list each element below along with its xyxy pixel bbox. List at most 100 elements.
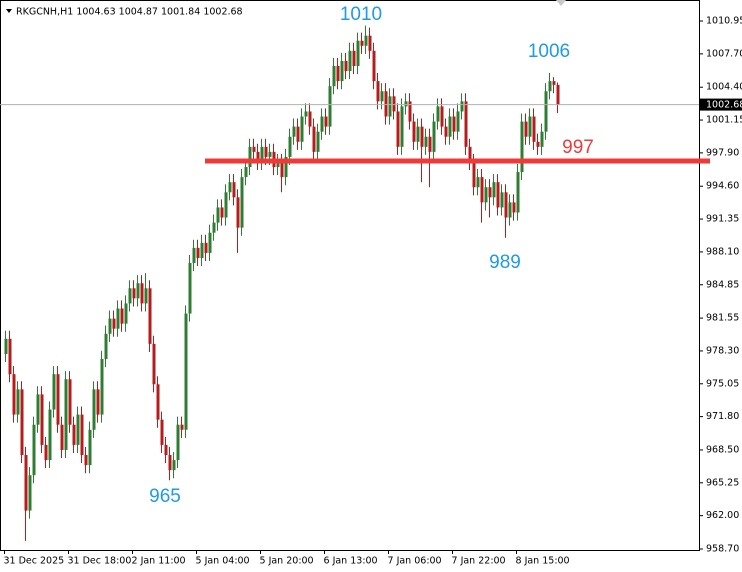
candle-body [304, 111, 308, 117]
y-tick-label: 958.70 [706, 543, 739, 554]
last-price-box [700, 98, 742, 111]
candle-body [4, 338, 8, 354]
candle-body [404, 101, 408, 107]
y-tick-label: 978.30 [706, 345, 739, 356]
candle-body [196, 247, 200, 258]
candle-body [216, 207, 220, 223]
candle-body [316, 131, 320, 152]
candle-body [40, 394, 44, 445]
y-tick-label: 1004.40 [706, 82, 742, 93]
candle-body [328, 86, 332, 127]
header-arrow [6, 9, 12, 13]
candle-body [308, 111, 312, 127]
candle-body [416, 126, 420, 142]
candle-body [440, 106, 444, 127]
x-tick-label: 7 Jan 22:00 [452, 556, 506, 567]
candle-body [364, 35, 368, 46]
candle-body [128, 288, 132, 304]
candle-body [44, 444, 48, 461]
candle-body [312, 126, 316, 152]
candle-body [460, 101, 464, 112]
candle-body [348, 50, 352, 72]
candle-body [472, 161, 476, 188]
candle-body [336, 65, 340, 82]
candle-body [280, 161, 284, 178]
candle-body [544, 91, 548, 132]
y-tick-label: 997.90 [706, 147, 739, 158]
candle-body [288, 136, 292, 157]
candle-body [392, 96, 396, 112]
candle-body [292, 126, 296, 137]
candle-body [468, 146, 472, 162]
candle-body [524, 121, 528, 137]
x-tick-label: 6 Jan 13:00 [324, 556, 378, 567]
candle-body [492, 182, 496, 198]
candle-body [28, 475, 32, 511]
x-tick-label: 7 Jan 06:00 [388, 556, 442, 567]
candle-body [68, 379, 72, 425]
candle-body [112, 318, 116, 329]
candle-body [92, 389, 96, 430]
candle-body [264, 146, 268, 157]
chart-header: RKGCNH,H1 1004.63 1004.87 1001.84 1002.6… [16, 6, 243, 17]
candle-body [84, 455, 88, 466]
candle-body [320, 116, 324, 132]
candle-body [120, 308, 124, 324]
y-tick-label: 1001.15 [706, 115, 742, 126]
candle-body [296, 126, 300, 142]
annotation: 989 [489, 252, 521, 273]
candle-body [12, 374, 16, 415]
y-tick-label: 965.25 [706, 477, 739, 488]
candle-body [144, 288, 148, 304]
candle-body [244, 167, 248, 178]
candle-body [188, 263, 192, 314]
candle-body [8, 338, 12, 375]
candle-body [376, 81, 380, 102]
candle-body [160, 419, 164, 445]
annotation: 997 [562, 137, 594, 158]
candle-body [108, 318, 112, 334]
y-tick-label: 1010.95 [706, 16, 742, 27]
candle-body [96, 389, 100, 415]
candle-body [100, 359, 104, 415]
x-tick-label: 31 Dec 2025 [4, 556, 65, 567]
candle-body [116, 308, 120, 329]
candle-body [248, 146, 252, 168]
candle-body [420, 126, 424, 147]
candle-body [384, 91, 388, 117]
candle-body [52, 374, 56, 410]
candle-body [48, 409, 52, 461]
candle-body [424, 136, 428, 147]
annotation: 965 [149, 486, 181, 507]
symbol: RKGCNH,H1 [16, 6, 73, 17]
candle-body [480, 177, 484, 203]
candle-body [240, 177, 244, 228]
candle-body [512, 202, 516, 213]
y-tick-label: 994.60 [706, 181, 739, 192]
candle-body [56, 374, 60, 425]
candle-body [436, 106, 440, 122]
candle-body [500, 192, 504, 208]
candle-body [204, 242, 208, 253]
candle-body [388, 96, 392, 117]
candle-body [356, 40, 360, 66]
candle-body [168, 455, 172, 471]
candle-body [284, 156, 288, 178]
y-tick-label: 975.05 [706, 378, 739, 389]
candle-body [448, 116, 452, 137]
candle-body [184, 313, 188, 430]
candle-body [344, 60, 348, 72]
y-tick-label: 962.00 [706, 510, 739, 521]
candle-body [540, 131, 544, 147]
candle-body [148, 288, 152, 344]
candle-body [124, 303, 128, 324]
candle-body [64, 379, 68, 450]
candle-body [496, 182, 500, 208]
candle-body [508, 202, 512, 218]
candle-body [396, 111, 400, 147]
candle-body [156, 384, 160, 420]
y-tick-label: 984.85 [706, 279, 739, 290]
candle-body [352, 50, 356, 66]
candle-body [20, 389, 24, 456]
